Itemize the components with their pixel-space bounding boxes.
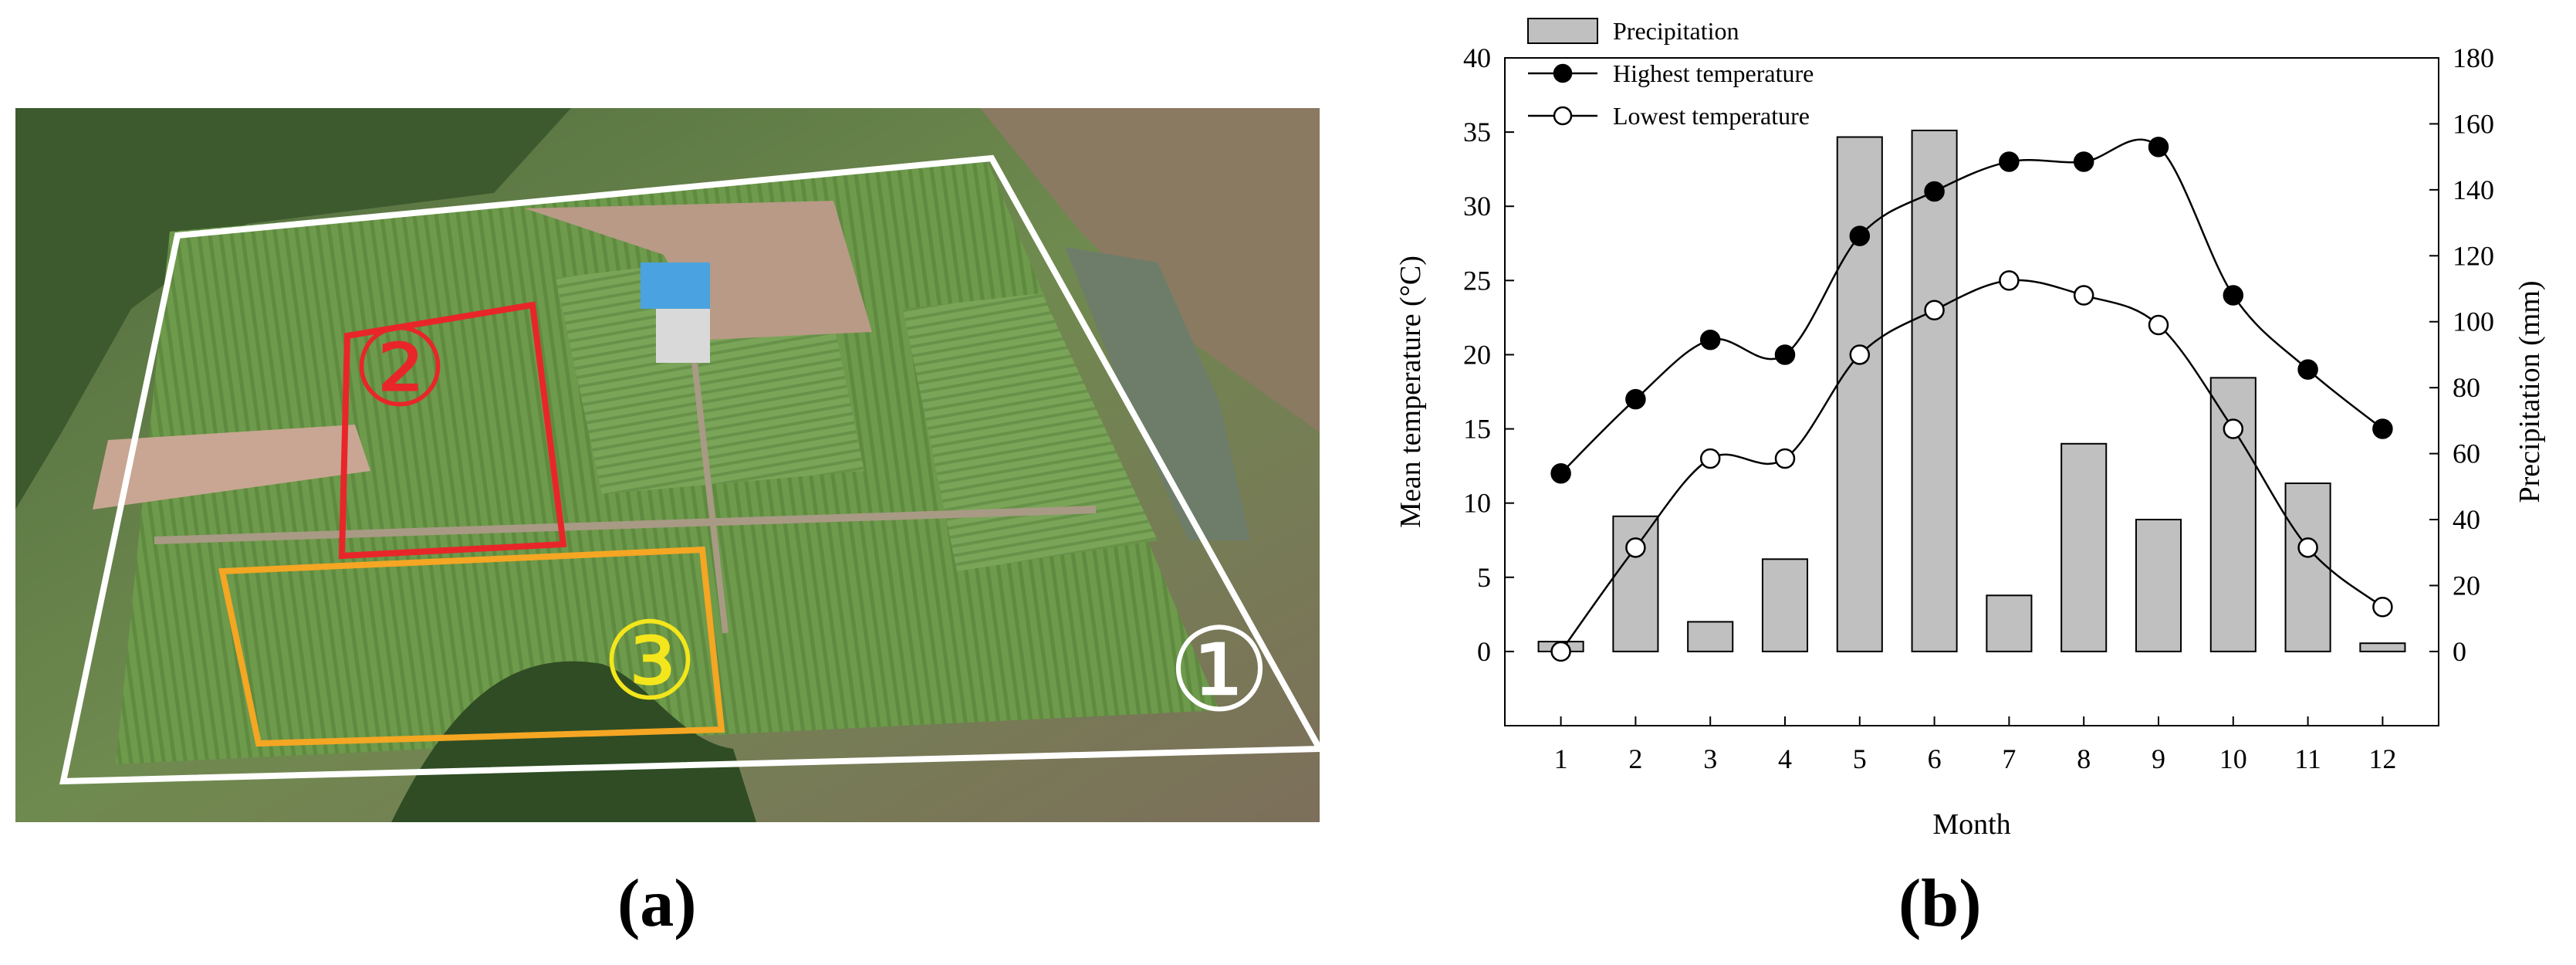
left-tick-label: 30 [1463, 191, 1491, 222]
aerial-photo: ① ② ③ [15, 108, 1320, 822]
x-tick-label: 8 [2077, 743, 2091, 774]
tree-belt [378, 661, 756, 822]
legend-entry: Precipitation [1613, 17, 1739, 45]
highest-temperature-point [1849, 225, 1871, 246]
highest-temperature-point [1699, 329, 1721, 350]
highest-temperature-point [2223, 285, 2244, 306]
x-tick-label: 11 [2294, 743, 2321, 774]
x-tick-label: 1 [1554, 743, 1568, 774]
road [154, 506, 1097, 544]
lowest-temperature-point [1774, 448, 1796, 469]
bare-soil [93, 425, 370, 510]
left-tick-label: 0 [1477, 636, 1491, 667]
legend-entry: Highest temperature [1613, 59, 1814, 87]
precipitation-bar [1612, 515, 1659, 652]
right-tick-label: 180 [2453, 42, 2494, 73]
left-tick-label: 40 [1463, 42, 1491, 73]
lowest-temperature-point [2223, 418, 2244, 439]
precipitation-bar [2359, 642, 2406, 652]
lowest-temperature-line [1560, 279, 2384, 652]
left-tick-label: 10 [1463, 488, 1491, 519]
zone2-label: ② [351, 306, 448, 432]
precipitation-bar [1761, 558, 1809, 652]
field-patch [903, 293, 1158, 571]
lowest-temperature-point [2148, 314, 2169, 336]
plot-frame [1504, 57, 2439, 726]
right-tick-label: 120 [2453, 240, 2494, 271]
lowest-temperature-point [2297, 537, 2318, 558]
right-tick-label: 0 [2453, 636, 2466, 667]
forest-area [15, 108, 571, 510]
highest-temperature-point [1774, 344, 1796, 365]
right-tick-label: 100 [2453, 306, 2494, 337]
lowest-temperature-point [1699, 448, 1721, 469]
road [691, 362, 729, 634]
legend-marker [1553, 63, 1573, 83]
x-tick-label: 7 [2002, 743, 2016, 774]
x-tick-label: 3 [1703, 743, 1717, 774]
right-tick-label: 20 [2453, 570, 2480, 601]
x-axis-label: Month [1932, 808, 2010, 841]
lowest-temperature-point [1924, 300, 1945, 321]
lowest-temperature-point [1550, 641, 1571, 662]
x-tick-label: 12 [2368, 743, 2396, 774]
x-tick-label: 5 [1853, 743, 1867, 774]
zone2-outline [338, 301, 567, 560]
building [641, 262, 710, 309]
precipitation-bar [1911, 129, 1958, 652]
x-tick-label: 4 [1778, 743, 1792, 774]
right-tick-label: 60 [2453, 438, 2480, 469]
precipitation-bar [2209, 377, 2257, 652]
legend-bar-swatch [1527, 18, 1598, 44]
x-tick-label: 6 [1928, 743, 1942, 774]
panel-a-caption: (a) [617, 866, 697, 941]
highest-temperature-point [2148, 137, 2169, 157]
right-tick-label: 80 [2453, 372, 2480, 403]
left-tick-label: 35 [1463, 117, 1491, 147]
chart-svg: 0510152025303540020406080100120140160180… [1394, 17, 2546, 841]
x-tick-label: 9 [2152, 743, 2165, 774]
precipitation-bar [2135, 519, 2182, 652]
right-tick-label: 160 [2453, 108, 2494, 139]
x-tick-label: 2 [1628, 743, 1642, 774]
legend-marker [1553, 106, 1573, 126]
highest-temperature-point [2297, 359, 2318, 380]
legend-entry: Lowest temperature [1613, 102, 1810, 130]
panel-b-caption: (b) [1898, 866, 1982, 941]
zone1-outline [59, 154, 1320, 785]
lowest-temperature-point [1625, 537, 1646, 558]
highest-temperature-point [1924, 181, 1945, 202]
highest-temperature-point [2372, 418, 2393, 439]
building [656, 309, 710, 363]
precipitation-bar [2284, 482, 2331, 652]
left-tick-label: 20 [1463, 339, 1491, 370]
lowest-temperature-point [2073, 285, 2094, 306]
zone3-label: ③ [601, 599, 698, 725]
precipitation-bar [1836, 136, 1883, 652]
highest-temperature-line [1560, 138, 2384, 475]
left-tick-label: 5 [1477, 562, 1491, 593]
left-axis-label: Mean temperature (°C) [1394, 256, 1427, 528]
right-axis-label: Precipitation (mm) [2513, 280, 2546, 503]
highest-temperature-point [1625, 388, 1646, 410]
zone1-label: ① [1168, 604, 1271, 738]
highest-temperature-point [2073, 151, 2094, 172]
highest-temperature-point [1550, 462, 1571, 484]
lowest-temperature-point [1999, 270, 2020, 291]
precipitation-bar [1687, 621, 1734, 652]
precipitation-bar [1986, 594, 2033, 652]
right-tick-label: 140 [2453, 174, 2494, 205]
precipitation-bar [2060, 442, 2108, 652]
pond [1065, 247, 1250, 540]
left-tick-label: 15 [1463, 414, 1491, 445]
right-tick-label: 40 [2453, 504, 2480, 535]
climate-chart: 0 5 10 15 20 25 30 35 40 0 20 40 60 80 100 120 140 160 180… [1343, 15, 2547, 872]
zone3-outline [218, 546, 725, 747]
lowest-temperature-point [1849, 344, 1871, 365]
lowest-temperature-point [2372, 596, 2393, 618]
left-tick-label: 25 [1463, 265, 1491, 296]
x-tick-label: 10 [2219, 743, 2247, 774]
highest-temperature-point [1999, 151, 2020, 172]
